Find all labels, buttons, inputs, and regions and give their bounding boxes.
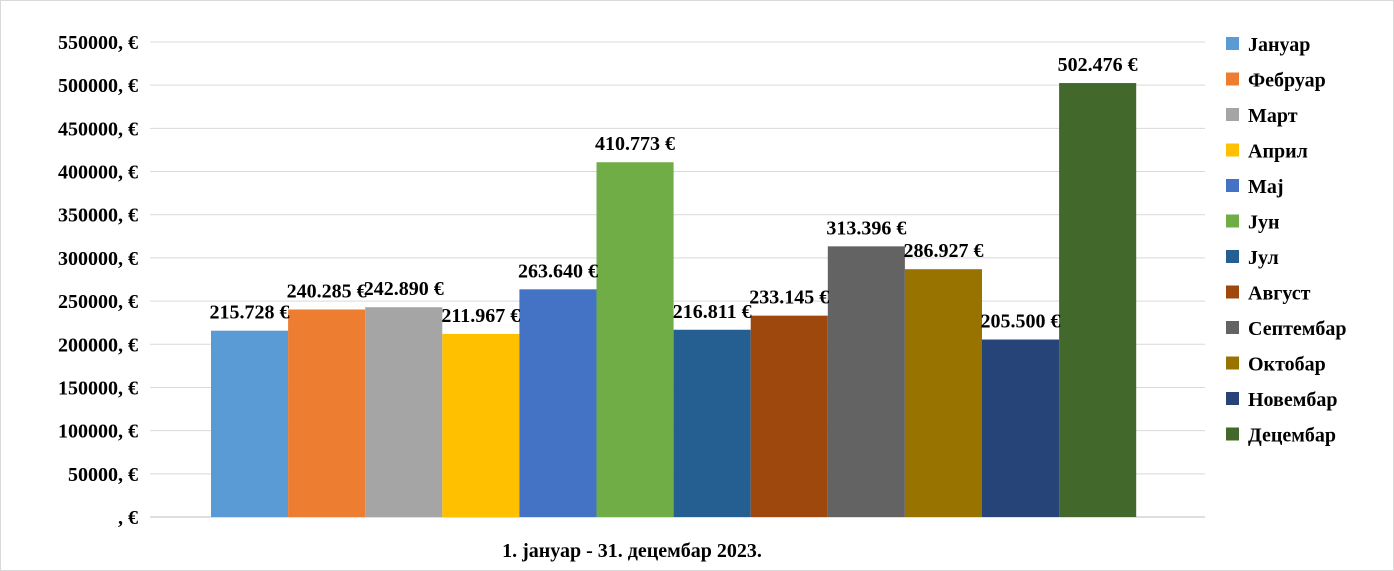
bar (1059, 83, 1137, 517)
bar (519, 289, 597, 517)
y-tick-label: 450000, € (58, 118, 138, 140)
legend-label: Август (1248, 283, 1311, 305)
y-axis-tick-labels: , € 50000, € 100000, € 150000, € 200000, € 25… (58, 32, 138, 529)
legend-swatch (1226, 427, 1239, 441)
bar (904, 269, 982, 517)
y-tick-label: 500000, € (58, 75, 138, 97)
legend-label: Октобар (1248, 354, 1326, 376)
legend-label: Март (1248, 105, 1298, 127)
bar (288, 309, 366, 517)
y-tick-label: 350000, € (58, 205, 138, 227)
legend-swatch (1226, 285, 1239, 299)
data-label: 216.811 € (673, 301, 752, 323)
legend-label: Фебруар (1248, 70, 1326, 92)
legend-swatch (1226, 392, 1239, 405)
bar (827, 246, 905, 517)
legend-label: Јун (1248, 212, 1280, 234)
bar (673, 329, 751, 517)
legend-swatch (1226, 179, 1239, 192)
legend-swatch (1226, 356, 1239, 370)
bar (211, 330, 289, 517)
legend-label: Децембар (1248, 425, 1336, 447)
data-label: 286.927 € (903, 240, 983, 262)
data-label: 502.476 € (1058, 54, 1138, 76)
legend-swatch (1226, 37, 1239, 50)
legend-label: Април (1248, 141, 1308, 163)
bar (365, 307, 443, 517)
legend-swatch (1226, 143, 1239, 157)
data-label: 211.967 € (441, 305, 520, 327)
y-tick-label: 400000, € (58, 162, 138, 184)
legend-swatch (1226, 321, 1239, 334)
y-tick-label: 150000, € (58, 377, 138, 399)
legend: Јануар Фебруар Март Април Мај Јун Јул Август Сеп… (1226, 34, 1347, 447)
data-label: 240.285 € (287, 280, 367, 302)
bar (596, 162, 674, 517)
legend-label: Септембар (1248, 318, 1347, 340)
legend-swatch (1226, 214, 1239, 228)
x-axis-label: 1. јануар - 31. децембар 2023. (502, 540, 762, 562)
y-tick-label: 100000, € (58, 421, 138, 443)
legend-label: Новембар (1248, 389, 1337, 411)
data-label: 233.145 € (749, 287, 829, 309)
bar (982, 339, 1060, 517)
bars (211, 83, 1137, 517)
y-tick-label: , € (118, 507, 138, 529)
y-tick-label: 250000, € (58, 291, 138, 313)
data-label: 410.773 € (595, 133, 675, 155)
legend-swatch (1226, 72, 1239, 86)
y-tick-label: 200000, € (58, 334, 138, 356)
y-tick-label: 50000, € (68, 464, 138, 486)
data-label: 215.728 € (210, 302, 290, 324)
data-label: 205.500 € (981, 311, 1061, 333)
bar (750, 315, 828, 517)
data-label: 313.396 € (826, 217, 906, 239)
data-labels: 215.728 €240.285 €242.890 € 211.967 € 263.… (210, 54, 1138, 332)
data-label: 263.640 € (518, 260, 598, 282)
legend-label: Мај (1248, 176, 1284, 198)
y-tick-label: 550000, € (58, 32, 138, 54)
legend-swatch (1226, 108, 1239, 121)
legend-swatch (1226, 250, 1239, 263)
y-tick-label: 300000, € (58, 248, 138, 270)
bar (442, 333, 520, 517)
legend-label: Јул (1248, 247, 1279, 269)
data-label: 242.890 € (364, 278, 444, 300)
legend-label: Јануар (1248, 34, 1310, 56)
